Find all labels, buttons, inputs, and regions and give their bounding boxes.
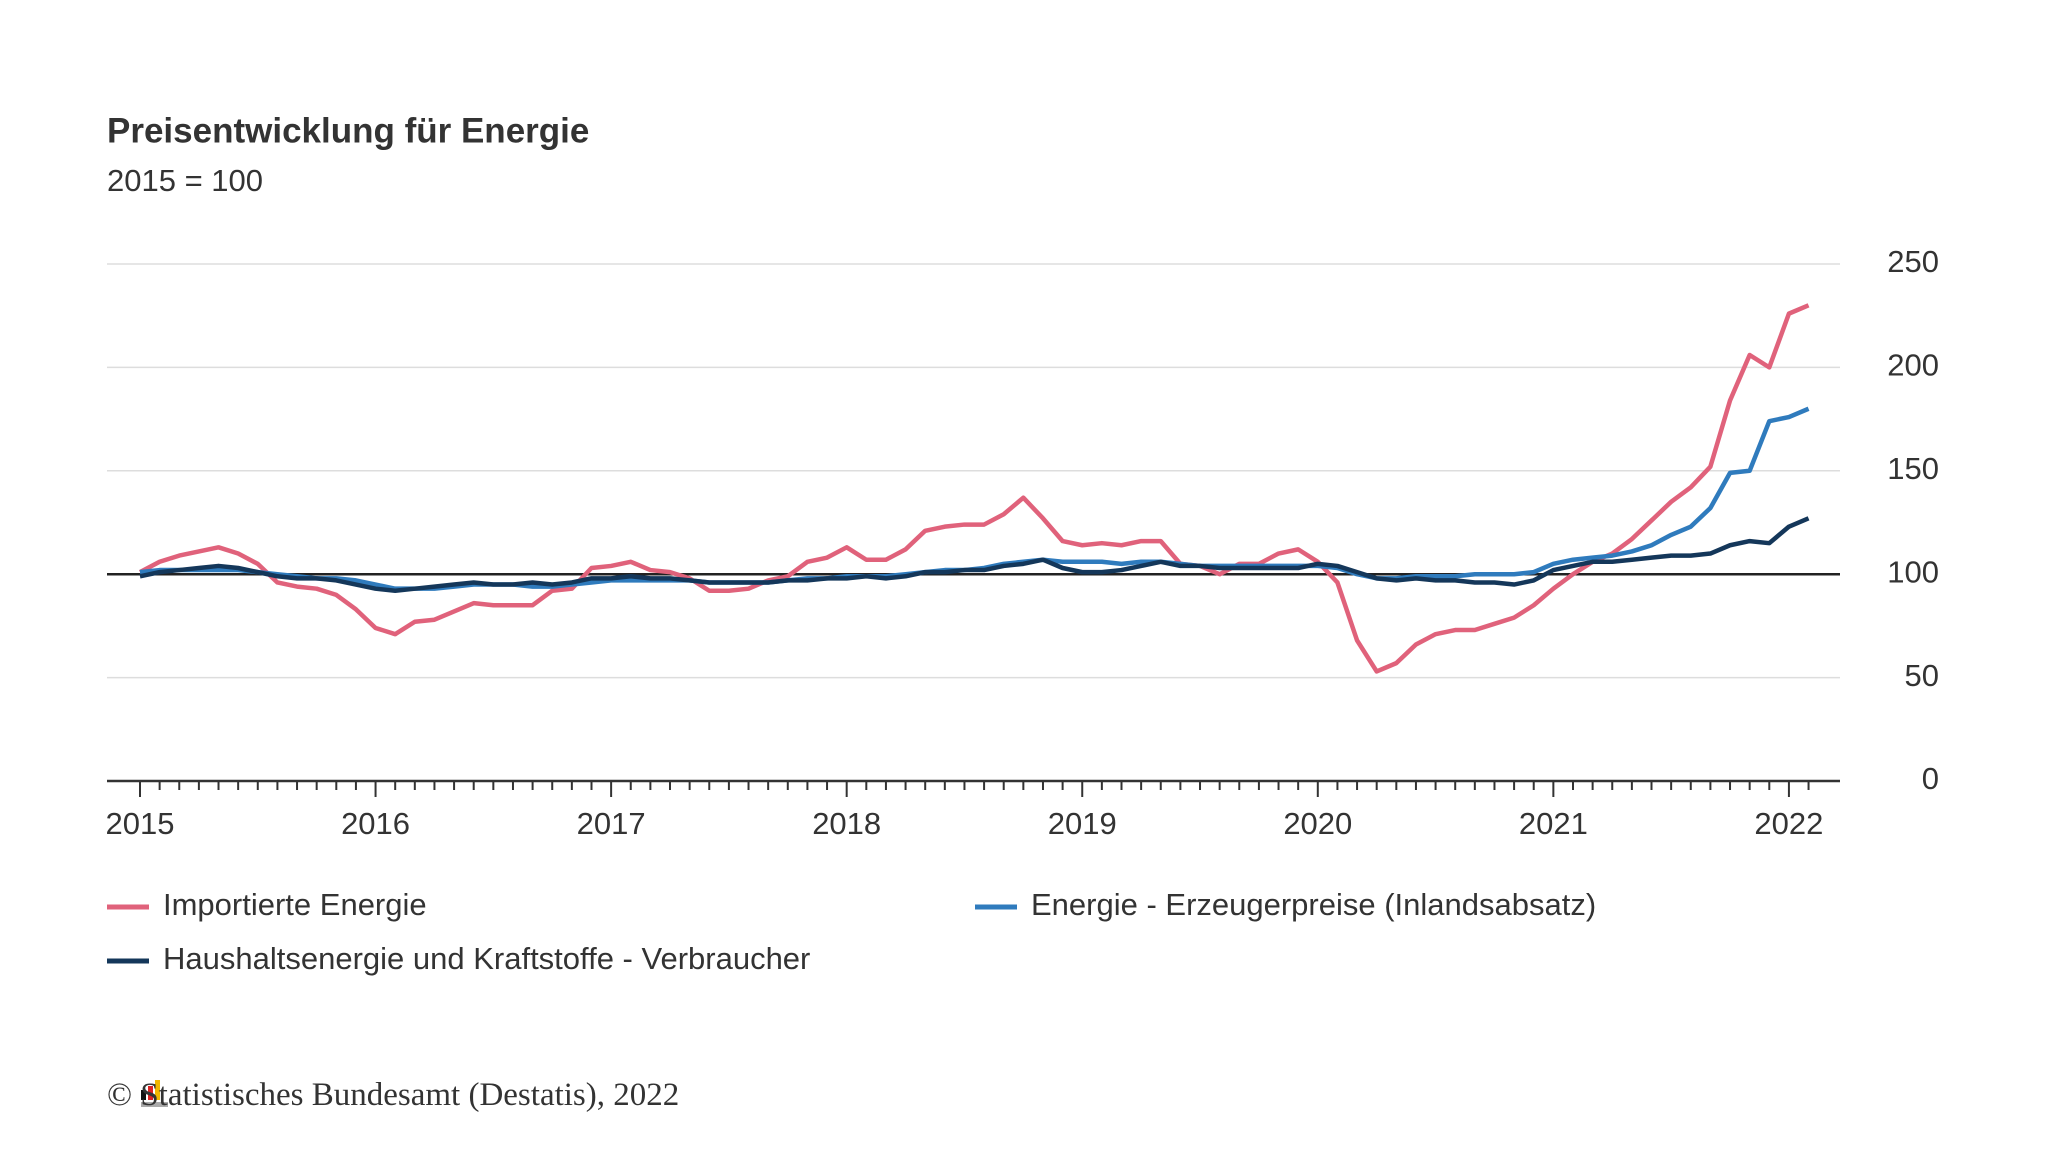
y-tick-label: 150	[1887, 451, 1939, 486]
data-line	[138, 303, 1810, 674]
legend-label: Importierte Energie	[163, 887, 427, 922]
y-tick-label: 250	[1887, 244, 1939, 279]
x-tick-label: 2016	[341, 806, 410, 841]
legend-label: Haushaltsenergie und Kraftstoffe - Verbr…	[163, 941, 810, 976]
y-tick-label: 50	[1905, 658, 1939, 693]
y-tick-label: 0	[1922, 761, 1939, 796]
source-logo	[141, 1080, 168, 1107]
y-tick-label: 200	[1887, 348, 1939, 383]
x-tick-label: 2018	[812, 806, 881, 841]
y-tick-label: 100	[1887, 554, 1939, 589]
data-line	[139, 516, 1810, 593]
x-tick-label: 2021	[1519, 806, 1588, 841]
data-line	[139, 406, 1810, 591]
legend-label: Energie - Erzeugerpreise (Inlandsabsatz)	[1031, 887, 1596, 922]
x-tick-label: 2022	[1754, 806, 1823, 841]
x-tick-label: 2015	[106, 806, 175, 841]
chart-title: Preisentwicklung für Energie	[107, 111, 589, 150]
source-text: © Statistisches Bundesamt (Destatis), 20…	[107, 1077, 679, 1113]
chart-subtitle: 2015 = 100	[107, 163, 263, 198]
x-tick-label: 2017	[577, 806, 646, 841]
x-tick-label: 2020	[1283, 806, 1352, 841]
source: © Statistisches Bundesamt (Destatis), 20…	[107, 1077, 679, 1113]
x-tick-label: 2019	[1048, 806, 1117, 841]
